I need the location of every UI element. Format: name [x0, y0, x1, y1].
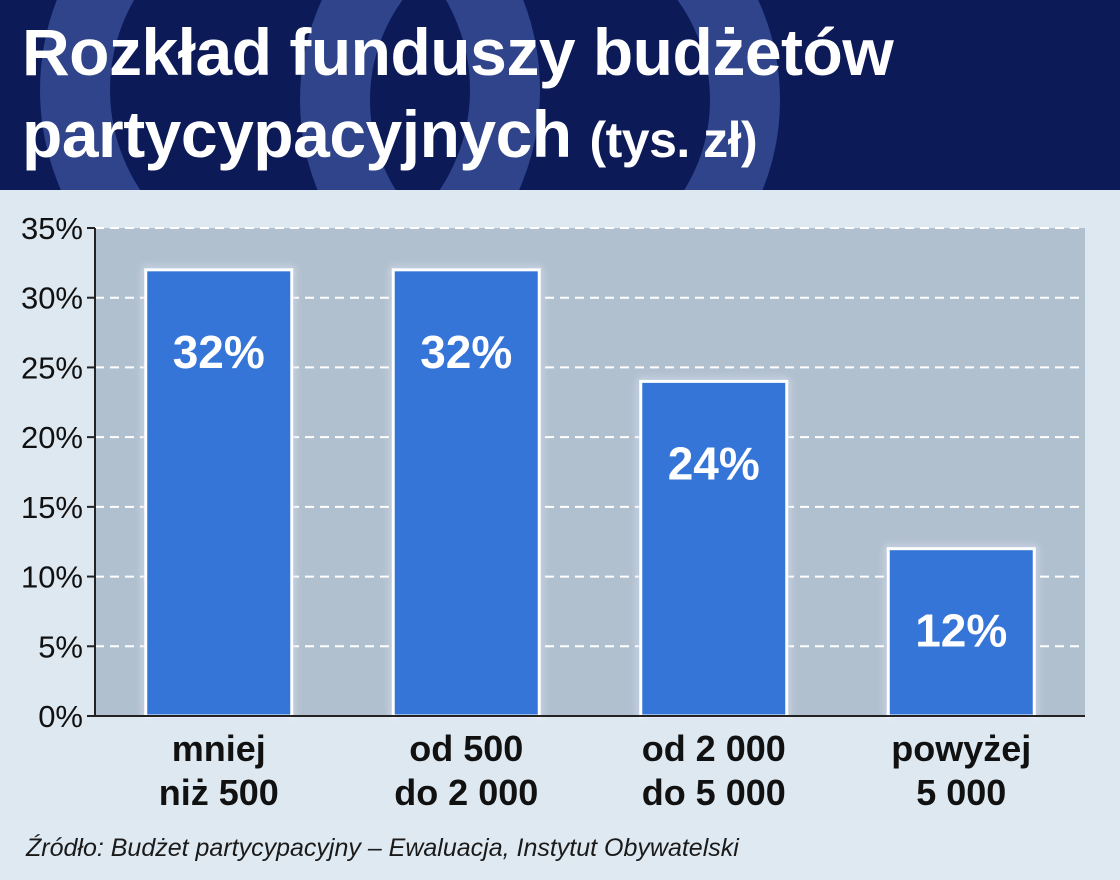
bars: 32% 32% 24% 12% — [144, 268, 1036, 718]
x-category-label: mniej — [172, 728, 266, 769]
x-category-label: od 2 000 — [642, 728, 786, 769]
bar — [886, 547, 1036, 718]
source-note: Źródło: Budżet partycypacyjny – Ewaluacj… — [26, 834, 739, 862]
decorative-ring-right — [300, 0, 780, 190]
bar-value-label: 32% — [420, 326, 512, 378]
bar — [144, 268, 294, 718]
bar-value-label: 24% — [668, 437, 760, 489]
y-tick-label: 30% — [21, 281, 83, 316]
chart-title-line1: Rozkład funduszy budżetów — [22, 15, 894, 89]
bar-value-label: 12% — [915, 605, 1007, 657]
bar-value-label: 32% — [173, 326, 265, 378]
y-tick-label: 15% — [21, 490, 83, 525]
y-tick-label: 0% — [38, 699, 83, 734]
x-category-label: powyżej — [891, 728, 1031, 769]
y-tick-label: 25% — [21, 350, 83, 385]
y-tick-label: 35% — [21, 211, 83, 246]
chart-title-main: partycypacyjnych — [22, 97, 572, 171]
bar — [639, 379, 789, 718]
chart-header: Rozkład funduszy budżetów partycypacyjny… — [0, 0, 1120, 190]
chart-title-unit: (tys. zł) — [589, 112, 758, 168]
x-category-label: do 5 000 — [642, 772, 786, 813]
x-category-label: od 500 — [409, 728, 523, 769]
y-tick-label: 5% — [38, 629, 83, 664]
x-category-label: 5 000 — [916, 772, 1006, 813]
x-category-label: do 2 000 — [394, 772, 538, 813]
y-axis-ticks: 0% 5% 10% 15% 20% 25% 30% 35% — [21, 211, 95, 734]
chart-title-line2: partycypacyjnych (tys. zł) — [22, 96, 758, 172]
x-category-label: niż 500 — [159, 772, 279, 813]
y-tick-label: 20% — [21, 420, 83, 455]
y-tick-label: 10% — [21, 560, 83, 595]
bar — [391, 268, 541, 718]
